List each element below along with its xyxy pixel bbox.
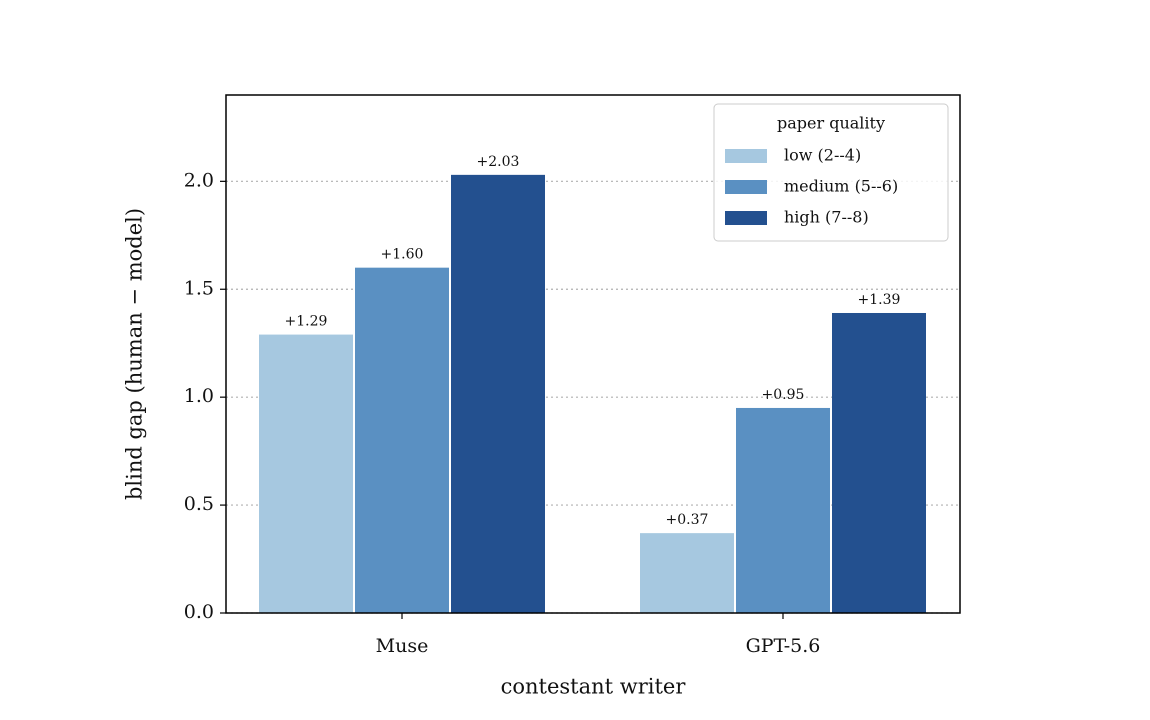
bar [640, 533, 734, 613]
y-axis-label: blind gap (human − model) [123, 208, 147, 500]
value-label: +0.37 [666, 512, 709, 528]
legend-swatch [725, 149, 767, 163]
value-label: +0.95 [762, 387, 805, 403]
legend-label: low (2--4) [784, 146, 861, 165]
bar [736, 407, 830, 613]
value-label: +1.29 [285, 314, 328, 330]
bar [451, 174, 545, 613]
x-tick-label: Muse [376, 635, 429, 657]
legend-box [713, 103, 949, 242]
value-label: +2.03 [477, 154, 520, 170]
value-label: +1.60 [381, 247, 424, 263]
y-tick-label: 2.0 [184, 169, 214, 191]
y-tick-label: 0.0 [184, 601, 214, 623]
bar [259, 334, 353, 613]
legend-label: high (7--8) [784, 208, 869, 227]
value-label: +1.39 [858, 292, 901, 308]
y-tick-label: 1.5 [184, 277, 214, 299]
y-tick-label: 1.0 [184, 385, 214, 407]
legend-swatch [725, 180, 767, 194]
x-axis-label: contestant writer [501, 675, 687, 699]
bar [832, 312, 926, 613]
plot-frame [225, 94, 961, 614]
bar [355, 267, 449, 613]
legend-label: medium (5--6) [784, 177, 898, 196]
legend-swatch [725, 211, 767, 225]
y-tick-label: 0.5 [184, 493, 214, 515]
x-tick-label: GPT-5.6 [746, 635, 821, 657]
legend-title: paper quality [777, 114, 885, 133]
